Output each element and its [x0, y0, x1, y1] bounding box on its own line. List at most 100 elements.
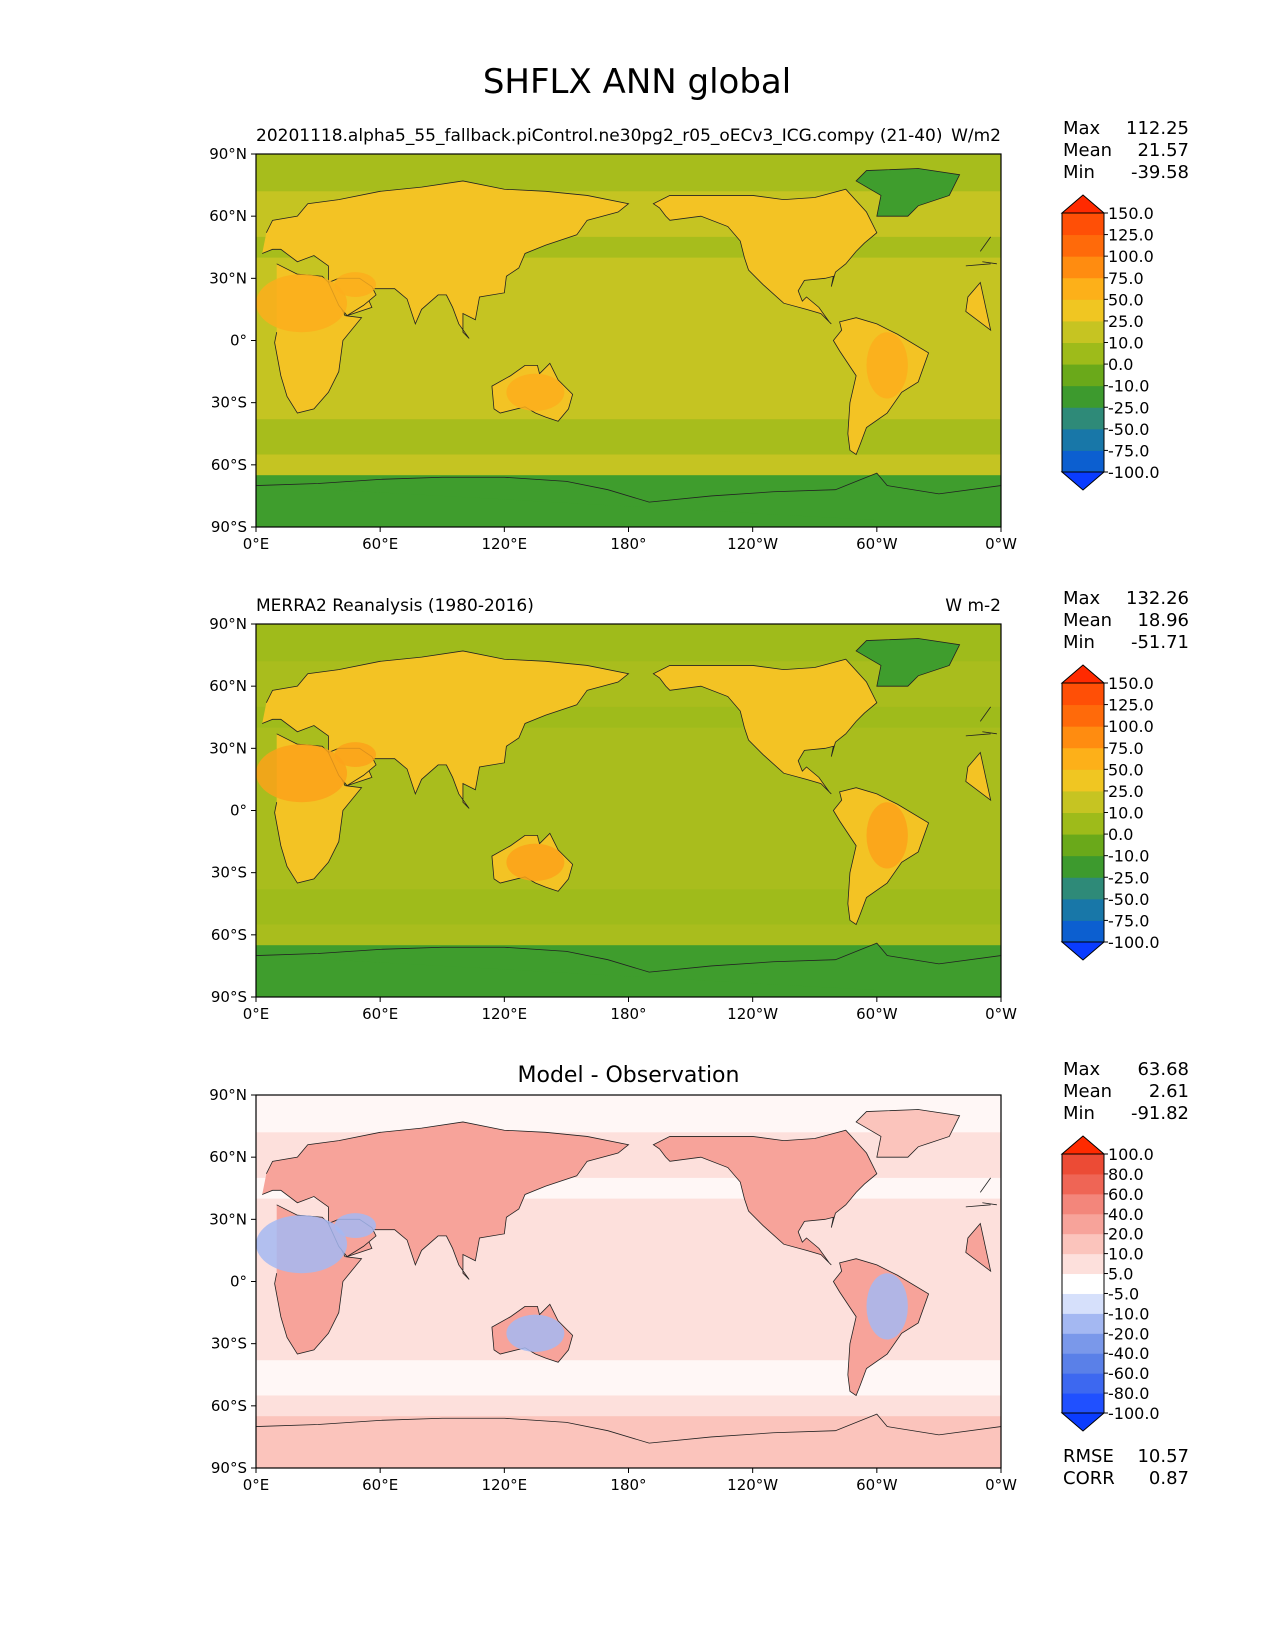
lat-tick-label: 30°N [209, 739, 247, 757]
colorbar-extend-min [1060, 1412, 1106, 1432]
lon-tick-label: 180° [610, 535, 646, 553]
lat-tick-label: 90°S [211, 1459, 247, 1477]
lon-tick-label: 120°W [727, 535, 778, 553]
colorbar-tick-label: -20.0 [1108, 1324, 1149, 1343]
panel-title-right: W m-2 [945, 596, 1001, 616]
colorbar-tick-label: 80.0 [1108, 1165, 1144, 1184]
colorbar-tick-label: 100.0 [1108, 247, 1154, 266]
colorbar-swatch [1062, 213, 1104, 236]
lon-tick-label: 180° [610, 1005, 646, 1023]
colorbar-swatch [1062, 364, 1104, 387]
colorbar-swatch [1062, 683, 1104, 706]
colorbar-tick-label: -100.0 [1108, 463, 1160, 482]
colorbar-frame [1061, 1153, 1105, 1414]
colorbar-swatch [1062, 1293, 1104, 1314]
colorbar-tick-label: 0.0 [1108, 825, 1133, 844]
colorbar-tick-label: 60.0 [1108, 1185, 1144, 1204]
colorbar: -100.0 -75.0 -50.0 -25.0 -10.0 0.0 10.0 25.0 50.… [1060, 664, 1160, 961]
colorbar-tick-label: 100.0 [1108, 717, 1154, 736]
figure-title: SHFLX ANN global [483, 62, 791, 102]
colorbar-tick-label: -60.0 [1108, 1364, 1149, 1383]
colorbar-swatch [1062, 1173, 1104, 1195]
colorbar-tick-label: 40.0 [1108, 1205, 1144, 1224]
colorbar-tick-label: -5.0 [1108, 1284, 1139, 1303]
stat-value: 18.96 [1137, 610, 1189, 631]
lat-tick-label: 60°S [211, 456, 247, 474]
colorbar-swatch [1062, 1193, 1104, 1215]
lon-tick-label: 0°E [243, 1476, 270, 1494]
colorbar-swatch [1062, 920, 1104, 943]
lat-tick-label: 60°N [209, 677, 247, 695]
panel-title-left: MERRA2 Reanalysis (1980-2016) [256, 596, 534, 616]
extra-stat-value: 0.87 [1149, 1468, 1189, 1489]
colorbar-tick-label: 25.0 [1108, 782, 1144, 801]
colorbar-tick-label: -10.0 [1108, 847, 1149, 866]
continent-antarctica [256, 942, 1001, 997]
colorbar-swatch [1062, 299, 1104, 322]
lat-tick-label: 0° [230, 1273, 247, 1291]
colorbar-tick-label: -50.0 [1108, 890, 1149, 909]
colorbar-swatch [1062, 428, 1104, 451]
stat-label: Max [1063, 118, 1101, 139]
field-anomaly [334, 272, 377, 297]
colorbar: -100.0-80.0-60.0-40.0-20.0-10.0-5.05.010… [1060, 1135, 1160, 1432]
lon-tick-label: 60°E [362, 535, 398, 553]
colorbar-swatch [1062, 450, 1104, 473]
colorbar-swatch [1062, 1353, 1104, 1374]
panels: 0°E 60°E 120°E 180° 120°W 60°W 0°W 90°N 60°N 30°N… [209, 118, 1189, 1494]
extra-stat-value: 10.57 [1137, 1446, 1189, 1467]
colorbar-extend-max [1060, 194, 1106, 214]
colorbar-tick-label: -40.0 [1108, 1344, 1149, 1363]
colorbar-tick-label: 5.0 [1108, 1265, 1133, 1284]
lon-tick-label: 0°E [243, 1005, 270, 1023]
lon-tick-label: 0°W [985, 535, 1017, 553]
colorbar-swatch [1062, 747, 1104, 770]
continent-eurasia [262, 650, 997, 809]
latitude-band [256, 419, 1001, 455]
stat-value: 2.61 [1149, 1081, 1189, 1102]
colorbar-tick-label: 10.0 [1108, 334, 1144, 353]
colorbar-swatch [1062, 1213, 1104, 1235]
field-anomaly [506, 1314, 565, 1352]
lon-tick-label: 120°E [482, 535, 528, 553]
colorbar-swatch [1062, 1333, 1104, 1354]
stat-value: 132.26 [1126, 588, 1189, 609]
continent-northam [652, 188, 878, 325]
stat-value: -39.58 [1131, 162, 1189, 183]
stat-value: 112.25 [1126, 118, 1189, 139]
colorbar-swatch [1062, 898, 1104, 921]
lat-tick-label: 60°N [209, 1148, 247, 1166]
colorbar-extend-max [1060, 664, 1106, 684]
lat-tick-label: 60°S [211, 926, 247, 944]
colorbar-swatch [1062, 1154, 1104, 1175]
colorbar-swatch [1062, 407, 1104, 430]
colorbar-swatch [1062, 1373, 1104, 1394]
continent-antarctica [256, 1413, 1001, 1468]
lon-tick-label: 120°W [727, 1005, 778, 1023]
extra-stat-label: CORR [1063, 1468, 1115, 1489]
field-anomaly [256, 1215, 348, 1274]
stat-label: Min [1063, 1103, 1095, 1124]
stat-value: -51.71 [1131, 632, 1189, 653]
lat-tick-label: 90°N [209, 145, 247, 163]
stat-label: Min [1063, 632, 1095, 653]
colorbar-swatch [1062, 877, 1104, 900]
field-anomaly [866, 332, 908, 399]
colorbar-swatch [1062, 1393, 1104, 1414]
colorbar-tick-label: 10.0 [1108, 804, 1144, 823]
colorbar-swatch [1062, 385, 1104, 408]
colorbar-tick-label: 125.0 [1108, 226, 1154, 245]
colorbar-extend-max [1060, 1135, 1106, 1155]
continent-greenland [855, 168, 961, 217]
lon-tick-label: 120°E [482, 1476, 528, 1494]
colorbar-tick-label: 150.0 [1108, 674, 1154, 693]
colorbar-tick-label: 150.0 [1108, 204, 1154, 223]
field-anomaly [256, 274, 348, 333]
map-field [256, 1095, 1001, 1468]
stat-label: Min [1063, 162, 1095, 183]
colorbar-swatch [1062, 1253, 1104, 1275]
colorbar-tick-label: -25.0 [1108, 868, 1149, 887]
lat-tick-label: 90°S [211, 988, 247, 1006]
colorbar-swatch [1062, 704, 1104, 727]
lon-tick-label: 120°W [727, 1476, 778, 1494]
